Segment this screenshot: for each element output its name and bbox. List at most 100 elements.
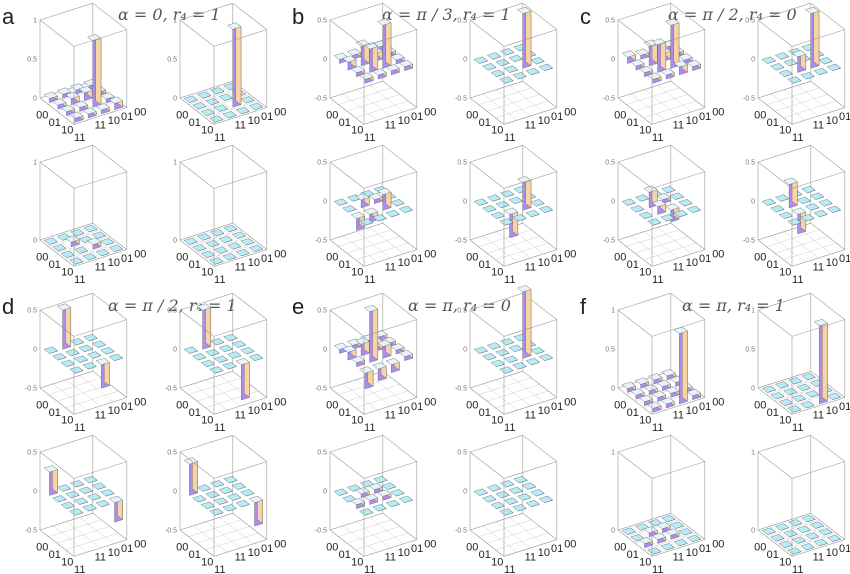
box-edge <box>92 292 127 320</box>
bar-top-face <box>530 489 545 497</box>
z-tick-label: 0.5 <box>27 57 37 64</box>
floor-gridline <box>784 89 819 117</box>
bar-top-face <box>634 194 650 202</box>
floor-gridline <box>784 521 819 549</box>
floor-gridline <box>66 231 101 259</box>
bar-top-face <box>43 465 58 473</box>
bar-top-face <box>473 56 488 64</box>
bar-top-face <box>60 359 75 367</box>
col-tick-label: 01 <box>551 543 563 555</box>
bar <box>209 508 224 516</box>
bar-top-face <box>222 362 237 370</box>
bar <box>778 398 793 406</box>
z-tick-label: 0.5 <box>317 450 327 457</box>
row-tick-label: 10 <box>779 415 791 427</box>
box-edge <box>39 97 75 125</box>
bar <box>91 340 107 348</box>
box-edge <box>213 29 267 47</box>
bar <box>83 475 98 484</box>
box-edge <box>503 397 557 415</box>
box-edge <box>382 144 417 172</box>
bar <box>82 504 97 512</box>
bar-top-face <box>248 495 264 503</box>
box-edge <box>469 370 523 389</box>
bar-top-face <box>634 48 650 56</box>
box-edge <box>651 539 705 557</box>
bar <box>499 218 514 226</box>
bar-top-face <box>87 34 102 42</box>
bar <box>377 18 392 69</box>
bar-top-face <box>381 482 397 490</box>
box-edge <box>329 387 365 415</box>
bar-top-face <box>359 218 374 226</box>
bar <box>490 69 505 77</box>
bar <box>643 384 658 396</box>
bar-top-face <box>678 53 693 61</box>
row-tick-label: 00 <box>176 541 188 553</box>
bar <box>503 355 519 363</box>
bar <box>210 87 225 95</box>
bar-top-face <box>796 383 811 391</box>
bar-top-face <box>770 534 785 542</box>
box-edge <box>791 29 845 47</box>
box-edge <box>39 292 93 311</box>
col-tick-label: 01 <box>699 111 711 123</box>
z-tick-label: -0.5 <box>315 96 327 103</box>
bar <box>678 53 693 65</box>
bar-top-face <box>783 530 798 538</box>
row-tick-label: 10 <box>201 267 213 279</box>
box-edge <box>757 19 793 47</box>
bar <box>512 72 527 80</box>
bar-top-face <box>513 476 528 484</box>
bar <box>673 538 688 547</box>
bar <box>665 386 680 398</box>
bar-top-face <box>538 495 554 503</box>
col-tick-label: 00 <box>564 539 576 551</box>
bar-top-face <box>398 205 414 213</box>
bar-top-face <box>222 504 237 512</box>
col-tick-label: 00 <box>134 107 146 119</box>
bar-top-face <box>398 60 414 67</box>
bar <box>508 54 523 62</box>
bar-top-face <box>800 72 815 80</box>
col-tick-label: 10 <box>826 405 838 417</box>
bar <box>521 482 537 490</box>
bar <box>661 185 676 194</box>
box-edge <box>617 387 653 415</box>
bar <box>248 353 264 361</box>
z-tick-label: 0 <box>173 96 177 103</box>
row-tick-label: 10 <box>639 267 651 279</box>
bar-top-face <box>473 198 488 206</box>
panel-title-e: α = π, r₄ = 0 <box>408 296 511 315</box>
bar-top-face <box>69 366 84 374</box>
z-tick-label: -0.5 <box>455 238 467 245</box>
col-tick-label: 10 <box>826 115 838 127</box>
box-edge <box>329 222 383 241</box>
panel-label-e: e <box>292 294 305 319</box>
floor-gridline <box>65 532 119 551</box>
bar-top-face <box>235 358 250 366</box>
bar <box>796 196 811 204</box>
bar <box>240 347 255 355</box>
bar <box>95 357 110 389</box>
bar <box>530 347 545 355</box>
z-tick-label: 0 <box>463 347 467 354</box>
box-edge <box>329 2 383 21</box>
bar <box>813 67 828 76</box>
col-tick-label: 01 <box>411 401 423 413</box>
box-edge <box>469 529 505 557</box>
z-tick-label: -0.5 <box>743 238 755 245</box>
bar <box>486 194 502 202</box>
bar-top-face <box>630 59 645 67</box>
col-tick-label: 01 <box>121 111 133 123</box>
box-edge <box>179 80 233 99</box>
row-tick-label: 01 <box>189 117 201 129</box>
row-tick-label: 01 <box>627 407 639 419</box>
bar <box>503 207 519 239</box>
row-tick-label: 11 <box>74 132 85 144</box>
col-tick-label: 10 <box>538 257 550 269</box>
box-edge <box>469 161 505 189</box>
floor-gridline <box>496 521 531 549</box>
